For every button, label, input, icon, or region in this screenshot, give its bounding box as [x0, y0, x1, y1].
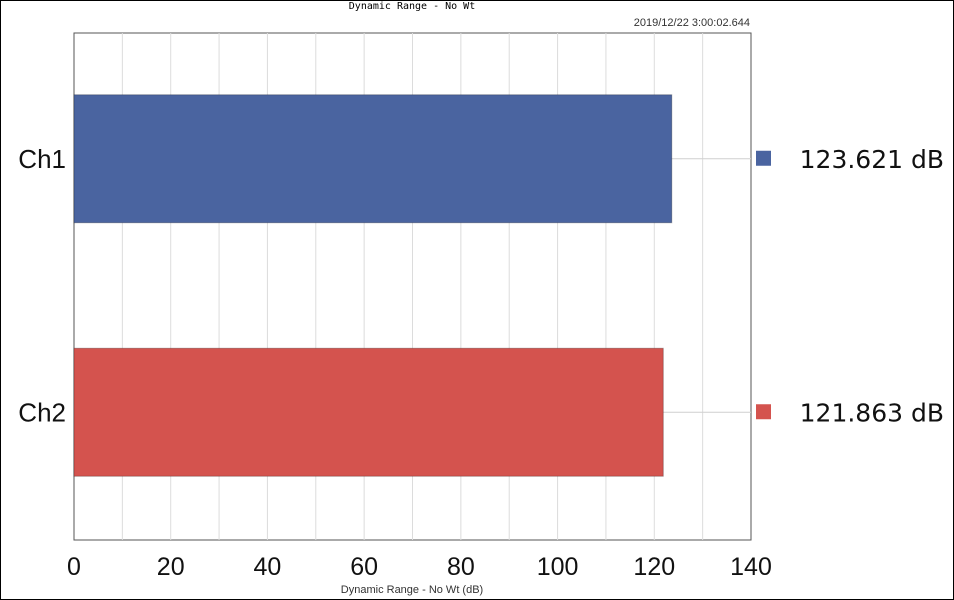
x-axis-label: Dynamic Range - No Wt (dB) [341, 584, 483, 596]
category-label: Ch2 [18, 397, 66, 427]
timestamp: 2019/12/22 3:00:02.644 [634, 17, 750, 29]
x-tick-label: 20 [157, 553, 185, 581]
x-tick-label: 80 [447, 553, 475, 581]
value-legend: 123.621 dB 121.863 dB [756, 145, 944, 427]
bar-ch2 [73, 347, 664, 477]
x-tick-label: 100 [537, 553, 579, 581]
category-label: Ch1 [18, 144, 66, 174]
bar-ch1 [73, 94, 673, 224]
x-tick-label: 40 [254, 553, 282, 581]
legend-swatch [756, 150, 771, 166]
legend-swatch [756, 404, 771, 420]
bars [73, 94, 751, 477]
x-tick-label: 60 [350, 553, 378, 581]
category-labels: Ch1 Ch2 [18, 144, 66, 428]
x-tick-label: 120 [633, 553, 675, 581]
value-label: 123.621 dB [800, 145, 944, 174]
x-tick-label: 0 [67, 553, 81, 581]
chart-title: Dynamic Range - No Wt [349, 1, 475, 12]
value-label: 121.863 dB [800, 398, 944, 427]
x-axis-ticks: 0 20 40 60 80 100 120 140 [67, 553, 772, 581]
x-tick-label: 140 [730, 553, 772, 581]
